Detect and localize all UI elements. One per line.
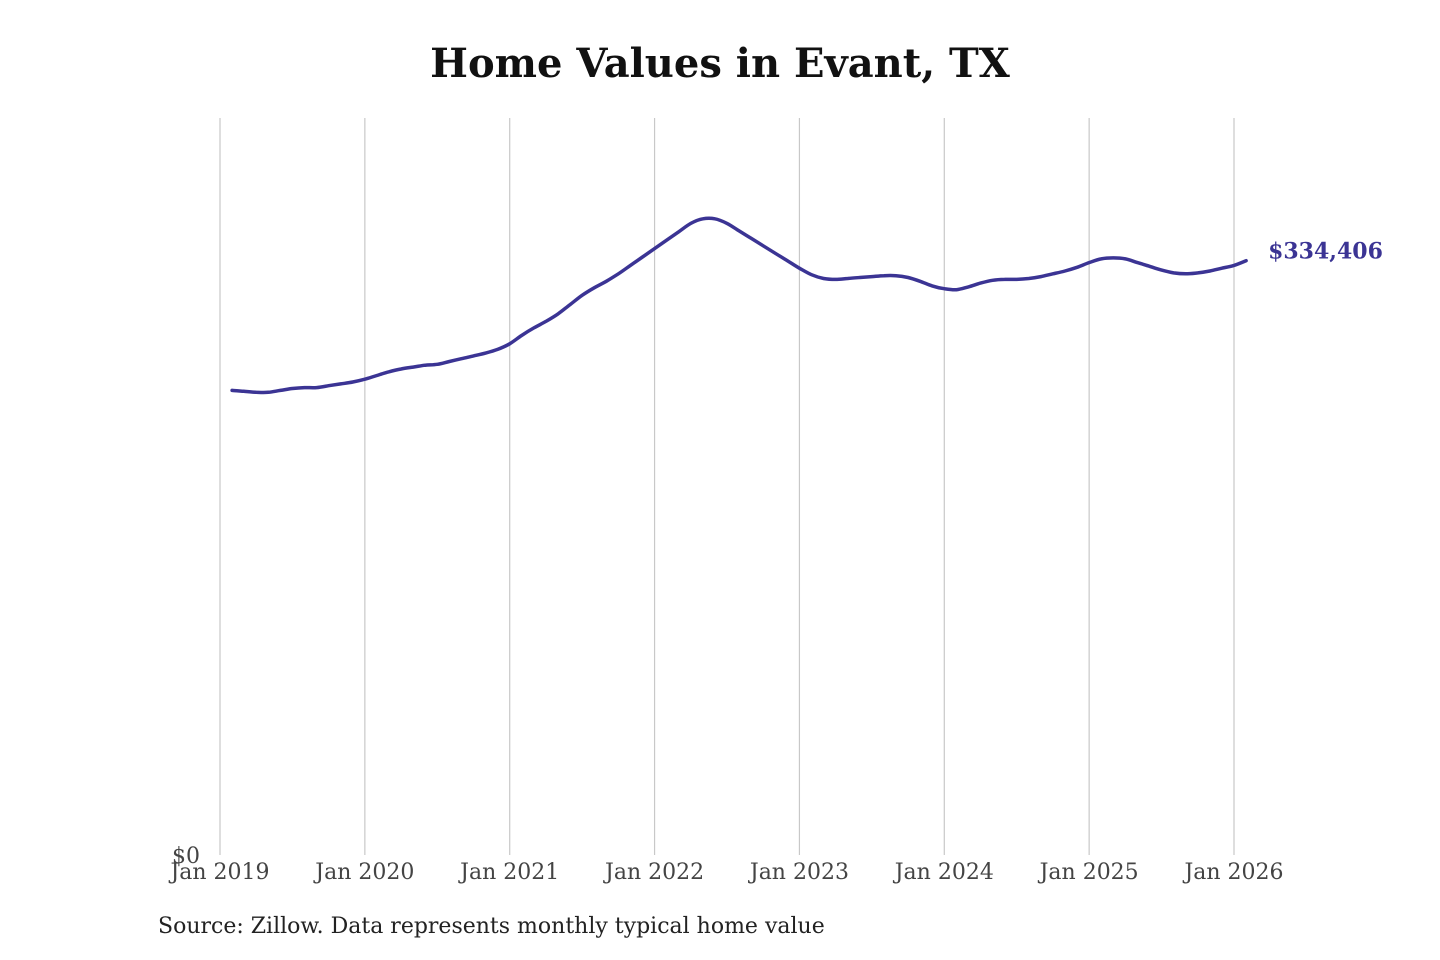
end-value-label: $334,406 — [1268, 239, 1383, 265]
x-tick-label: Jan 2022 — [603, 860, 704, 885]
x-tick-label: Jan 2023 — [748, 860, 849, 885]
axis-tick-labels: Jan 2019 Jan 2020 Jan 2021 Jan 2022 Jan 2023… — [168, 844, 1283, 885]
x-tick-label: Jan 2019 — [168, 860, 269, 885]
x-tick-label: Jan 2024 — [893, 860, 994, 885]
series-layer — [230, 216, 1248, 395]
x-tick-label: Jan 2025 — [1038, 860, 1139, 885]
gridlines — [219, 118, 1235, 855]
series-line — [230, 216, 1248, 395]
x-tick-label: Jan 2026 — [1182, 860, 1283, 885]
y-tick-label: $0 — [172, 844, 200, 869]
x-tick-label: Jan 2020 — [313, 860, 414, 885]
chart-title: Home Values in Evant, TX — [430, 40, 1010, 87]
end-value-label-group: $334,406 — [1268, 239, 1383, 265]
source-note: Source: Zillow. Data represents monthly … — [158, 914, 825, 939]
x-tick-label: Jan 2021 — [458, 860, 559, 885]
